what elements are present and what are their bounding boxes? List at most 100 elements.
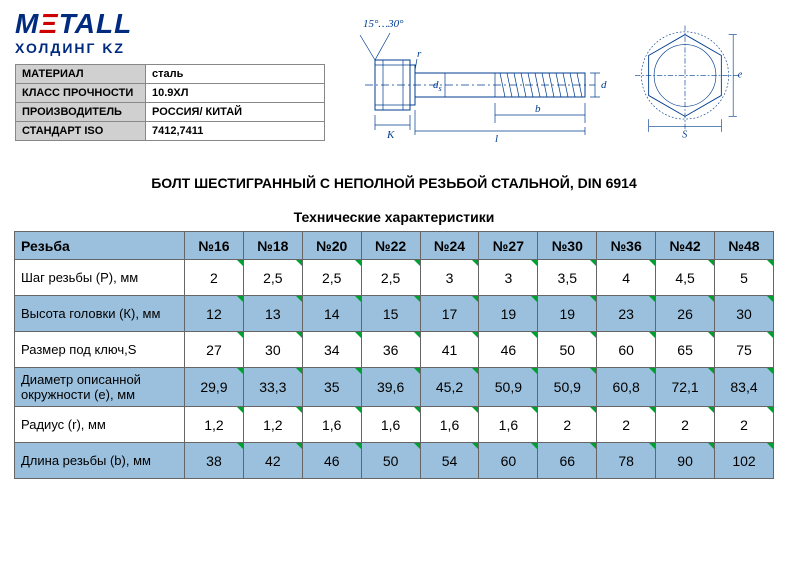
data-cell: 30 xyxy=(243,332,302,368)
data-cell: 29,9 xyxy=(185,368,244,407)
table-caption: Технические характеристики xyxy=(14,203,774,231)
data-cell: 27 xyxy=(185,332,244,368)
data-cell: 1,2 xyxy=(185,407,244,443)
data-cell: 72,1 xyxy=(656,368,715,407)
logo-part3: TALL xyxy=(59,8,132,39)
data-cell: 19 xyxy=(538,296,597,332)
data-cell: 23 xyxy=(597,296,656,332)
column-header: №30 xyxy=(538,232,597,260)
logo-red: Ξ xyxy=(39,8,58,39)
data-cell: 54 xyxy=(420,443,479,479)
column-header: №27 xyxy=(479,232,538,260)
svg-text:l: l xyxy=(495,133,498,145)
header-block: MΞTALL ХОЛДИНГ KZ МАТЕРИАЛстальКЛАСС ПРО… xyxy=(0,0,788,165)
data-cell: 50,9 xyxy=(479,368,538,407)
column-header: №36 xyxy=(597,232,656,260)
svg-text:d: d xyxy=(601,79,607,91)
column-header: №18 xyxy=(243,232,302,260)
row-label: Высота головки (К), мм xyxy=(15,296,185,332)
data-cell: 4,5 xyxy=(656,260,715,296)
data-cell: 3 xyxy=(420,260,479,296)
spec-label: ПРОИЗВОДИТЕЛЬ xyxy=(16,103,146,122)
svg-text:r: r xyxy=(417,48,422,60)
row-label: Длина резьбы (b), мм xyxy=(15,443,185,479)
data-cell: 46 xyxy=(302,443,361,479)
data-cell: 30 xyxy=(715,296,774,332)
data-cell: 2 xyxy=(597,407,656,443)
data-cell: 33,3 xyxy=(243,368,302,407)
data-cell: 2 xyxy=(656,407,715,443)
data-cell: 60 xyxy=(479,443,538,479)
data-cell: 78 xyxy=(597,443,656,479)
column-header: №42 xyxy=(656,232,715,260)
technical-drawing: 15°…30° r ds d xyxy=(345,10,773,160)
data-cell: 26 xyxy=(656,296,715,332)
data-cell: 19 xyxy=(479,296,538,332)
svg-text:b: b xyxy=(535,103,541,115)
column-header: №20 xyxy=(302,232,361,260)
bolt-side-view: 15°…30° r ds d xyxy=(355,15,595,155)
data-cell: 2,5 xyxy=(361,260,420,296)
data-cell: 2 xyxy=(538,407,597,443)
data-cell: 35 xyxy=(302,368,361,407)
spec-value: сталь xyxy=(146,65,325,84)
spec-value: 7412,7411 xyxy=(146,122,325,141)
data-cell: 13 xyxy=(243,296,302,332)
data-cell: 3,5 xyxy=(538,260,597,296)
data-cell: 65 xyxy=(656,332,715,368)
data-cell: 45,2 xyxy=(420,368,479,407)
spec-label: КЛАСС ПРОЧНОСТИ xyxy=(16,84,146,103)
svg-text:e: e xyxy=(738,69,743,80)
data-cell: 34 xyxy=(302,332,361,368)
data-cell: 66 xyxy=(538,443,597,479)
data-cell: 75 xyxy=(715,332,774,368)
data-table: Технические характеристики Резьба№16№18№… xyxy=(14,203,774,479)
data-cell: 1,6 xyxy=(420,407,479,443)
data-cell: 60 xyxy=(597,332,656,368)
data-cell: 41 xyxy=(420,332,479,368)
data-cell: 3 xyxy=(479,260,538,296)
row-header-label: Резьба xyxy=(15,232,185,260)
spec-label: МАТЕРИАЛ xyxy=(16,65,146,84)
logo-spec-column: MΞTALL ХОЛДИНГ KZ МАТЕРИАЛстальКЛАСС ПРО… xyxy=(15,10,325,160)
column-header: №24 xyxy=(420,232,479,260)
data-cell: 15 xyxy=(361,296,420,332)
data-cell: 14 xyxy=(302,296,361,332)
data-cell: 50,9 xyxy=(538,368,597,407)
row-label: Диаметр описанной окружности (e), мм xyxy=(15,368,185,407)
data-cell: 1,6 xyxy=(479,407,538,443)
logo-subtitle: ХОЛДИНГ KZ xyxy=(15,40,325,56)
data-cell: 2,5 xyxy=(243,260,302,296)
data-cell: 1,6 xyxy=(302,407,361,443)
angle-label: 15°…30° xyxy=(363,18,404,30)
spec-label: СТАНДАРТ ISO xyxy=(16,122,146,141)
spec-value: 10.9ХЛ xyxy=(146,84,325,103)
data-cell: 2 xyxy=(715,407,774,443)
data-cell: 1,2 xyxy=(243,407,302,443)
column-header: №16 xyxy=(185,232,244,260)
svg-text:ds: ds xyxy=(433,79,442,93)
spec-table: МАТЕРИАЛстальКЛАСС ПРОЧНОСТИ10.9ХЛПРОИЗВ… xyxy=(15,64,325,141)
data-cell: 36 xyxy=(361,332,420,368)
bolt-hex-view: e S xyxy=(635,30,735,130)
data-cell: 50 xyxy=(361,443,420,479)
data-cell: 1,6 xyxy=(361,407,420,443)
column-header: №22 xyxy=(361,232,420,260)
data-cell: 12 xyxy=(185,296,244,332)
column-header: №48 xyxy=(715,232,774,260)
data-cell: 46 xyxy=(479,332,538,368)
data-cell: 83,4 xyxy=(715,368,774,407)
page-title: БОЛТ ШЕСТИГРАННЫЙ С НЕПОЛНОЙ РЕЗЬБОЙ СТА… xyxy=(0,175,788,191)
data-cell: 2,5 xyxy=(302,260,361,296)
spec-value: РОССИЯ/ КИТАЙ xyxy=(146,103,325,122)
data-cell: 60,8 xyxy=(597,368,656,407)
data-cell: 102 xyxy=(715,443,774,479)
row-label: Радиус (r), мм xyxy=(15,407,185,443)
svg-text:S: S xyxy=(682,129,687,140)
logo-part1: M xyxy=(15,8,39,39)
data-cell: 5 xyxy=(715,260,774,296)
logo: MΞTALL xyxy=(15,10,325,38)
data-cell: 38 xyxy=(185,443,244,479)
row-label: Размер под ключ,S xyxy=(15,332,185,368)
data-cell: 39,6 xyxy=(361,368,420,407)
